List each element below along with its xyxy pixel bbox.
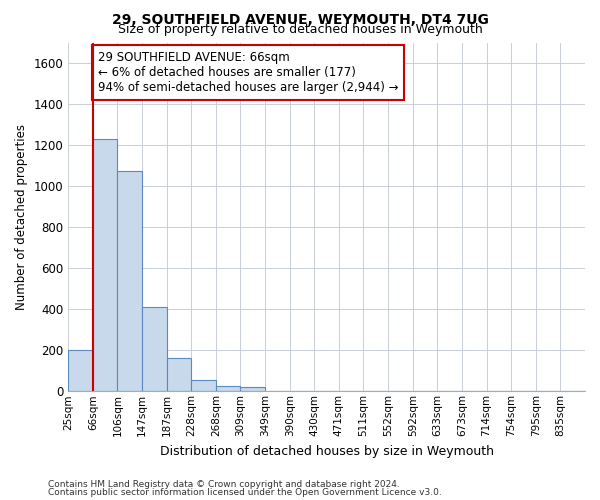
Bar [167,358,191,392]
Bar [68,350,93,392]
Bar [216,386,241,392]
Y-axis label: Number of detached properties: Number of detached properties [15,124,28,310]
Bar [118,170,142,392]
Text: Contains HM Land Registry data © Crown copyright and database right 2024.: Contains HM Land Registry data © Crown c… [48,480,400,489]
X-axis label: Distribution of detached houses by size in Weymouth: Distribution of detached houses by size … [160,444,494,458]
Text: 29 SOUTHFIELD AVENUE: 66sqm
← 6% of detached houses are smaller (177)
94% of sem: 29 SOUTHFIELD AVENUE: 66sqm ← 6% of deta… [98,50,398,94]
Bar [142,307,167,392]
Bar [191,380,216,392]
Text: 29, SOUTHFIELD AVENUE, WEYMOUTH, DT4 7UG: 29, SOUTHFIELD AVENUE, WEYMOUTH, DT4 7UG [112,12,488,26]
Text: Size of property relative to detached houses in Weymouth: Size of property relative to detached ho… [118,22,482,36]
Text: Contains public sector information licensed under the Open Government Licence v3: Contains public sector information licen… [48,488,442,497]
Bar [241,387,265,392]
Bar [93,139,118,392]
